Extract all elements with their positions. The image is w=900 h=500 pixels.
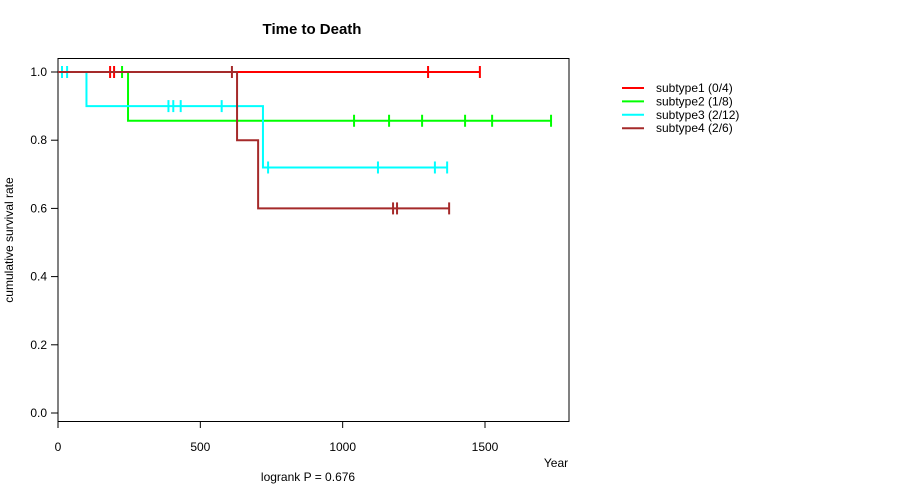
legend-item-4: subtype4 (2/6) <box>622 121 733 135</box>
x-axis-label: Year <box>544 456 568 470</box>
legend-item-1: subtype1 (0/4) <box>622 81 733 95</box>
legend-label: subtype4 (2/6) <box>656 121 733 135</box>
legend-label: subtype2 (1/8) <box>656 94 733 108</box>
y-axis-tick-label: 0.2 <box>30 338 47 352</box>
series-layer <box>58 66 553 215</box>
x-axis-tick-label: 1500 <box>472 440 499 454</box>
y-axis-tick-label: 0.8 <box>30 133 47 147</box>
legend-label: subtype1 (0/4) <box>656 81 733 95</box>
survival-curve-2 <box>58 71 552 122</box>
legend: subtype1 (0/4)subtype2 (1/8)subtype3 (2/… <box>622 81 739 135</box>
logrank-p-note: logrank P = 0.676 <box>261 470 356 484</box>
chart-title: Time to Death <box>263 21 362 38</box>
y-axis-tick-label: 1.0 <box>30 65 47 79</box>
x-axis-tick-label: 0 <box>55 440 62 454</box>
series-4 <box>58 66 451 215</box>
series-2 <box>58 66 553 127</box>
axes-layer: 0 500 1000 1500 0.0 0.2 0.4 0.6 0.8 1.0 <box>30 58 570 454</box>
legend-item-3: subtype3 (2/12) <box>622 108 739 122</box>
y-axis-tick-label: 0.6 <box>30 201 47 215</box>
survival-curve-4 <box>58 71 450 210</box>
legend-item-2: subtype2 (1/8) <box>622 94 733 108</box>
plot-box <box>57 58 570 422</box>
x-axis-tick-label: 1000 <box>329 440 356 454</box>
y-axis-label: cumulative survival rate <box>2 177 16 303</box>
legend-label: subtype3 (2/12) <box>656 108 739 122</box>
y-axis-tick-label: 0.4 <box>30 270 47 284</box>
x-axis-tick-label: 500 <box>190 440 210 454</box>
y-axis-tick-label: 0.0 <box>30 406 47 420</box>
